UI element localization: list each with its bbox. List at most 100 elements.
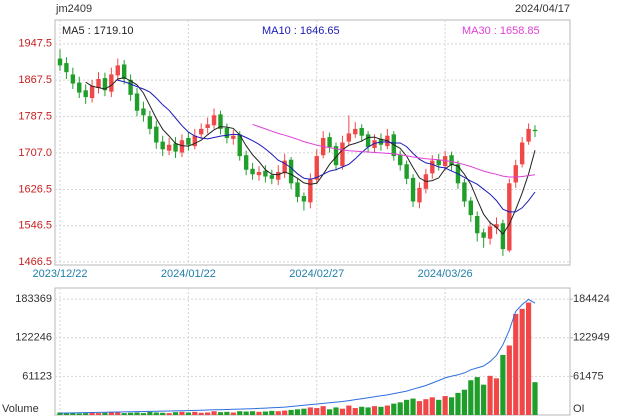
candle-body [263,170,268,177]
volume-bar [217,412,224,415]
candle-body [359,127,364,136]
candle-body [462,182,467,202]
candle-body [436,159,441,166]
volume-bar [339,408,346,415]
volume-bar [249,411,256,415]
volume-bar [288,409,294,415]
volume-label: Volume [2,403,39,415]
candle-body [481,232,486,238]
candle-body [115,65,120,76]
y-tick-label: 1867.5 [18,74,52,86]
volume-bar [179,411,185,415]
volume-bar [153,412,159,415]
candle-body [102,78,108,91]
y2-tick-label: 61475 [573,370,604,382]
candle-body [154,126,159,143]
candle-body [519,142,525,165]
y-tick-label: 1466.5 [18,256,52,268]
volume-bar [63,413,70,415]
x-tick-label: 2023/12/22 [32,268,87,280]
moving-average-line [252,123,536,178]
candle-body [513,165,518,183]
volume-bar [166,413,172,415]
ma-label: MA5 : 1719.10 [62,25,134,37]
volume-bar [237,411,243,415]
volume-bar [506,345,512,415]
candle-body [147,116,153,129]
volume-bar [397,402,403,415]
candle-body [160,141,165,150]
moving-average-line [117,79,536,213]
volume-bar [224,411,230,415]
candle-body [141,108,146,116]
candle-body [269,175,275,179]
volume-bar [230,412,236,415]
candle-body [372,140,377,148]
volume-bar [384,405,390,415]
y2-tick-label: 184424 [573,293,610,305]
candle-body [494,224,499,228]
volume-bar [198,412,204,415]
candle-body [218,114,223,129]
candle-body [166,144,172,151]
volume-bar [185,412,191,415]
y-tick-label: 1707.0 [18,147,52,159]
volume-bar [307,407,313,415]
volume-bar [128,412,134,415]
volume-bar [95,413,102,415]
candle-body [70,74,76,84]
candle-body [314,156,319,180]
oi-label: OI [573,403,585,415]
candle-body [500,223,506,250]
last-date: 2024/04/17 [515,3,570,15]
volume-bar [416,401,423,415]
candle-body [333,146,339,166]
candle-body [417,187,422,203]
volume-bar [262,411,269,415]
candle-body [237,134,242,157]
candle-body [77,82,82,93]
volume-bar [205,412,211,415]
ma-label: MA30 : 1658.85 [462,25,540,37]
moving-average-line [85,77,536,235]
volume-bar [487,375,493,415]
candle-body [121,64,127,79]
volume-bar [436,399,442,415]
volume-bar [172,412,179,415]
y-tick-label: 1546.5 [18,220,52,232]
candle-body [398,155,403,166]
candle-body [179,140,185,153]
candle-body [526,128,531,142]
candle-body [507,183,512,251]
x-tick-label: 2024/01/22 [161,268,216,280]
candle-body [64,63,69,73]
volume-bar [442,396,448,415]
volume-tick-label: 183369 [15,293,52,305]
ma-label: MA10 : 1646.65 [262,25,340,37]
volume-bar [371,406,378,415]
volume-bar [57,412,63,415]
volume-bar [346,405,352,415]
volume-bar [140,413,147,415]
candle-body [365,134,371,148]
candle-body [295,182,300,197]
volume-bar [448,397,455,415]
candle-body [404,164,409,179]
volume-bar [333,407,339,415]
volume-bar [256,411,262,415]
volume-bar [513,313,519,415]
volume-bar [76,413,82,415]
volume-bar [525,302,532,415]
candle-body [128,79,133,95]
x-tick-label: 2024/02/27 [289,268,344,280]
volume-tick-label: 61123 [22,370,52,382]
price-frame [54,19,571,266]
volume-bar [102,412,108,415]
volume-bar [70,412,76,415]
candle-body [308,178,313,203]
volume-tick-label: 122246 [15,332,52,344]
candle-body [199,128,204,135]
volume-bar [378,406,384,415]
volume-bar [455,392,461,415]
